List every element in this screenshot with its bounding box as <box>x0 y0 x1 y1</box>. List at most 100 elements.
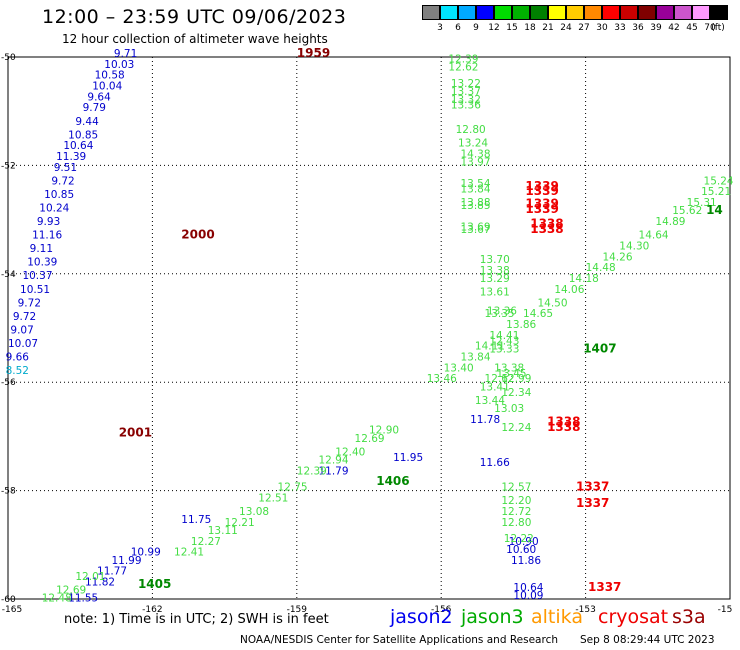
wave-height-label: 10.99 <box>131 547 161 559</box>
wave-height-label: 12.99 <box>501 373 531 385</box>
wave-height-label: 1338 <box>530 222 563 236</box>
wave-height-label: 13.97 <box>460 156 490 168</box>
wave-height-label: 13.85 <box>460 200 490 212</box>
wave-height-label: 12.69 <box>56 585 86 597</box>
wave-height-label: 11.78 <box>470 414 500 426</box>
wave-height-label: 9.11 <box>30 243 53 255</box>
wave-height-label: 12.80 <box>456 124 486 136</box>
footer-note: note: 1) Time is in UTC; 2) SWH is in fe… <box>64 612 329 627</box>
wave-height-label: 9.66 <box>6 352 30 364</box>
satellite-legend-jason3: jason3 <box>461 606 524 628</box>
wave-height-label: 10.64 <box>513 582 543 594</box>
y-tick-label: -50 <box>1 53 16 63</box>
wave-height-label: 1407 <box>583 341 616 355</box>
wave-height-label: 13.36 <box>487 305 517 317</box>
colorbar-label: 30 <box>596 23 608 33</box>
wave-height-label: 9.07 <box>10 324 33 336</box>
wave-height-label: 10.07 <box>8 338 38 350</box>
wave-height-label: 14.48 <box>586 262 616 274</box>
colorbar-swatch <box>638 5 656 20</box>
y-tick-label: -54 <box>1 270 16 280</box>
wave-height-label: 10.09 <box>513 590 543 602</box>
colorbar-label: 36 <box>632 23 644 33</box>
wave-height-label: 12.39 <box>297 465 327 477</box>
wave-height-label: 9.72 <box>18 297 41 309</box>
wave-height-label: 12.62 <box>448 62 478 74</box>
wave-height-label: 12.41 <box>174 547 204 559</box>
wave-height-label: 11.86 <box>511 555 541 567</box>
wave-height-label: 12.39 <box>448 53 478 65</box>
colorbar-swatch <box>512 5 530 20</box>
colorbar-label: 39 <box>650 23 662 33</box>
wave-height-label: 12.24 <box>501 422 531 434</box>
axis-ticks: -165 -162 -159 -156 -153 -15 -50 -52 -54 -56 -58 -6… <box>1 53 732 615</box>
y-tick-label: -56 <box>1 378 16 388</box>
wave-height-label: 13.38 <box>494 362 524 374</box>
wave-height-label: 13.54 <box>460 178 490 190</box>
colorbar-label: 27 <box>578 23 590 33</box>
satellite-legend-jason2: jason2 <box>390 606 453 628</box>
wave-height-label: 13.88 <box>460 197 490 209</box>
wave-height-label: 15.62 <box>672 205 702 217</box>
wave-height-label: 12.80 <box>501 517 531 529</box>
colorbar-unit: (ft) <box>711 23 725 33</box>
colorbar-label: 18 <box>524 23 536 33</box>
wave-height-label: 9.72 <box>13 311 36 323</box>
wave-height-label: 13.08 <box>239 506 269 518</box>
colorbar-swatch <box>584 5 602 20</box>
wave-height-label: 10.60 <box>506 544 536 556</box>
wave-height-label: 10.39 <box>27 257 57 269</box>
x-tick-label: -159 <box>287 605 308 615</box>
wave-height-label: 9.71 <box>114 48 137 60</box>
wave-height-label: 13.36 <box>451 99 481 111</box>
x-tick-label: -156 <box>431 605 452 615</box>
colorbar-swatch <box>440 5 458 20</box>
wave-height-label: 10.04 <box>92 81 122 93</box>
colorbar-swatch <box>692 5 710 20</box>
wave-height-label: 14.89 <box>655 216 685 228</box>
wave-height-label: 11.99 <box>111 555 141 567</box>
generation-timestamp: Sep 8 08:29:44 UTC 2023 <box>580 634 715 646</box>
wave-height-label: 13.29 <box>480 273 510 285</box>
colorbar-label: 70 <box>704 23 716 33</box>
wave-height-label: 9.44 <box>75 116 99 128</box>
wave-height-label: 12.40 <box>335 446 365 458</box>
wave-height-label: 11.39 <box>56 151 86 163</box>
colorbar-swatch <box>602 5 620 20</box>
wave-height-label: 11.79 <box>318 465 348 477</box>
wave-height-label: 13.37 <box>451 86 481 98</box>
wave-height-label: 1339 <box>525 184 558 198</box>
wave-height-label: 12.01 <box>75 571 105 583</box>
wave-height-label: 13.45 <box>497 368 527 380</box>
chart-subtitle: 12 hour collection of altimeter wave hei… <box>62 32 328 46</box>
y-tick-label: -52 <box>1 161 16 171</box>
wave-height-label: 10.58 <box>95 70 125 82</box>
colorbar-swatch <box>566 5 584 20</box>
data-labels: 9.7110.0310.5810.049.649.799.4410.8510.6… <box>6 46 734 605</box>
colorbar-label: 6 <box>455 23 461 33</box>
wave-height-label: 1338 <box>547 420 580 434</box>
x-tick-label: -162 <box>142 605 162 615</box>
colorbar-label: 33 <box>614 23 626 33</box>
wave-height-label: 2001 <box>119 425 152 439</box>
wave-height-label: 11.77 <box>97 566 127 578</box>
wave-height-label: 10.90 <box>509 536 539 548</box>
colorbar-swatch <box>674 5 692 20</box>
wave-height-label: 10.03 <box>104 59 134 71</box>
colorbar-swatch <box>458 5 476 20</box>
wave-height-label: 14.11 <box>475 341 505 353</box>
wave-height-label: 13.40 <box>444 362 474 374</box>
wave-height-label: 11.75 <box>181 514 211 526</box>
wave-height-label: 13.11 <box>208 525 238 537</box>
wave-height-label: 14.38 <box>460 148 490 160</box>
wave-height-label: 12.20 <box>501 495 531 507</box>
satellite-legend-s3a: s3a <box>672 606 706 628</box>
wave-height-label: 2000 <box>181 228 214 242</box>
wave-height-label: 1339 <box>525 179 558 193</box>
credit-line: NOAA/NESDIS Center for Satellite Applica… <box>240 634 558 646</box>
wave-height-label: 11.16 <box>32 230 62 242</box>
x-tick-label: -153 <box>575 605 595 615</box>
wave-height-label: 13.41 <box>480 381 510 393</box>
wave-height-label: 12.21 <box>225 517 255 529</box>
